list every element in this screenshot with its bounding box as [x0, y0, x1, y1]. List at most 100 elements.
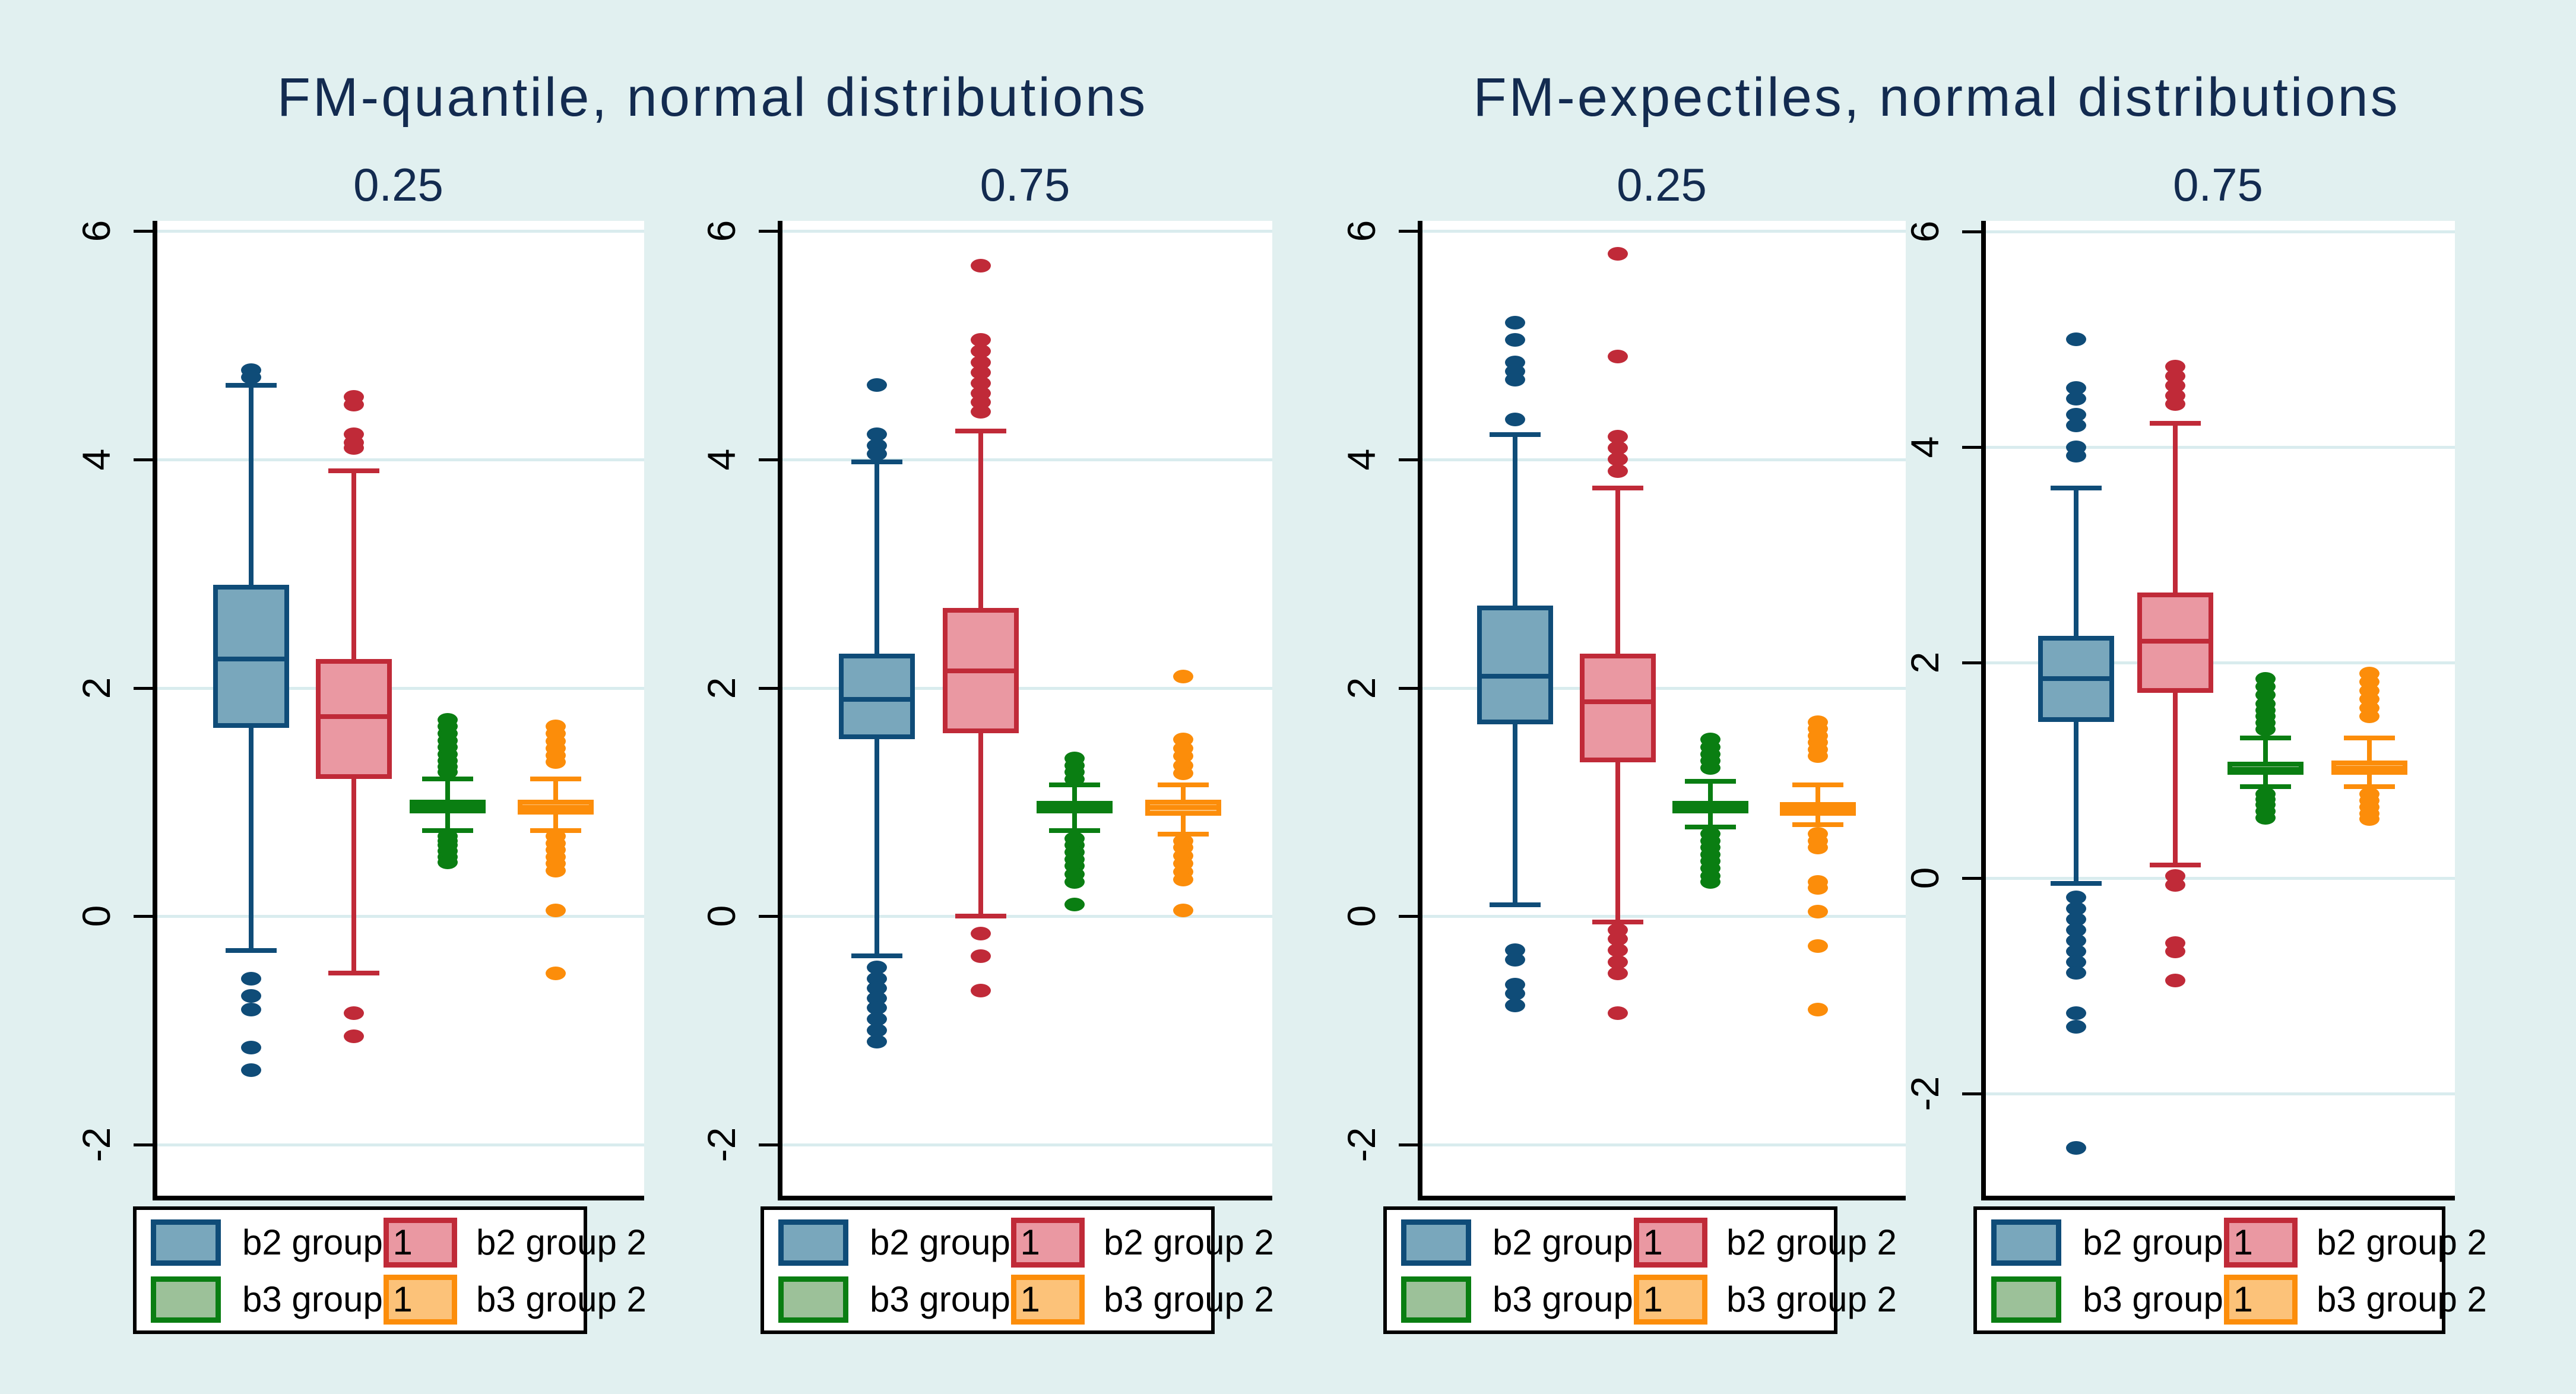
- y-tick: [759, 458, 778, 461]
- whisker-cap: [1792, 782, 1844, 787]
- outlier-point: [2065, 966, 2086, 980]
- legend-label: b3 group 2: [1726, 1279, 1897, 1319]
- median-line: [1477, 674, 1554, 679]
- outlier-point: [545, 966, 566, 980]
- outlier-point: [1808, 1003, 1829, 1017]
- gridline: [157, 686, 644, 690]
- outlier-point: [2065, 891, 2086, 905]
- outlier-point: [1700, 875, 1721, 889]
- median-line: [2227, 766, 2303, 772]
- legend-swatch-b2g1: [1991, 1219, 2061, 1266]
- y-tick: [1399, 1143, 1418, 1146]
- outlier-point: [2065, 419, 2086, 433]
- outlier-point: [1808, 841, 1829, 855]
- outlier-point: [2255, 671, 2276, 686]
- outlier-point: [1608, 955, 1628, 969]
- gridline: [1422, 1143, 1906, 1146]
- y-tick: [134, 458, 153, 461]
- box: [838, 653, 915, 740]
- gridline: [1422, 458, 1906, 461]
- gridline: [1422, 230, 1906, 233]
- legend-label: b2 group 2: [476, 1222, 647, 1262]
- y-tick: [1962, 230, 1981, 234]
- legend-label: b2 group 1: [242, 1222, 413, 1262]
- outlier-point: [1808, 880, 1829, 895]
- outlier-point: [1064, 875, 1085, 889]
- legend-swatch-b2g2: [1011, 1218, 1085, 1268]
- outlier-point: [545, 863, 566, 877]
- gridline: [1422, 686, 1906, 690]
- y-tick-label: 2: [1339, 677, 1383, 699]
- whisker-cap: [955, 914, 1006, 919]
- outlier-point: [1505, 987, 1526, 1001]
- y-tick-label: -2: [1339, 1127, 1383, 1162]
- outlier-point: [970, 332, 991, 347]
- legend: b2 group 1 b2 group 2 b3 group 1 b3 group 2: [1383, 1206, 1897, 1334]
- gridline: [782, 230, 1272, 233]
- y-tick: [1399, 458, 1418, 461]
- outlier-point: [1808, 939, 1829, 953]
- whisker-cap: [2239, 784, 2291, 789]
- legend-label: b2 group 2: [1104, 1222, 1274, 1262]
- outlier-point: [344, 441, 365, 455]
- gridline: [1986, 1092, 2455, 1096]
- panel-subtitle: 0.25: [1617, 159, 1707, 211]
- outlier-point: [1808, 715, 1829, 729]
- median-line: [517, 805, 594, 810]
- outlier-point: [2065, 923, 2086, 937]
- whisker-cap: [1048, 828, 1100, 833]
- whisker-cap: [1792, 822, 1844, 828]
- outlier-point: [866, 1012, 887, 1026]
- outlier-point: [545, 720, 566, 734]
- outlier-point: [1608, 932, 1628, 946]
- outlier-point: [970, 926, 991, 940]
- outlier-point: [1173, 873, 1194, 887]
- outlier-point: [1505, 372, 1526, 386]
- outlier-point: [1700, 732, 1721, 746]
- outlier-point: [2359, 666, 2380, 680]
- outlier-point: [2165, 945, 2186, 959]
- outlier-point: [2065, 381, 2086, 395]
- y-tick-label: 6: [1903, 220, 1947, 243]
- outlier-point: [1608, 441, 1628, 455]
- median-line: [1780, 806, 1856, 812]
- outlier-point: [1064, 898, 1085, 912]
- y-tick: [134, 230, 153, 233]
- outlier-point: [1608, 966, 1628, 980]
- outlier-point: [2065, 449, 2086, 463]
- median-line: [1672, 805, 1749, 810]
- median-line: [213, 657, 289, 662]
- legend-swatch-b3g2: [1634, 1275, 1707, 1325]
- outlier-point: [970, 258, 991, 273]
- outlier-point: [437, 856, 458, 870]
- legend: b2 group 1 b2 group 2 b3 group 1 b3 group 2: [133, 1206, 647, 1334]
- whisker-cap: [1158, 831, 1209, 837]
- outlier-point: [1608, 943, 1628, 958]
- outlier-point: [2065, 1006, 2086, 1020]
- y-tick: [134, 686, 153, 690]
- outlier-point: [344, 1006, 365, 1021]
- whisker-cap: [851, 459, 902, 464]
- y-tick-label: 0: [1339, 905, 1383, 927]
- outlier-point: [2255, 811, 2276, 825]
- outlier-point: [2165, 974, 2186, 988]
- gridline: [1986, 230, 2455, 234]
- y-tick-label: 2: [699, 677, 743, 699]
- whisker-cap: [328, 971, 380, 976]
- outlier-point: [2359, 812, 2380, 826]
- outlier-point: [2065, 955, 2086, 970]
- outlier-point: [2065, 934, 2086, 948]
- outlier-point: [1608, 452, 1628, 467]
- outlier-point: [240, 1063, 261, 1078]
- legend-label: b2 group 2: [1726, 1222, 1897, 1262]
- outlier-point: [1173, 904, 1194, 918]
- whisker-cap: [955, 428, 1006, 433]
- y-tick: [1962, 661, 1981, 665]
- whisker-cap: [1685, 825, 1737, 830]
- outlier-point: [1608, 429, 1628, 443]
- median-line: [1145, 805, 1222, 810]
- outlier-point: [1608, 247, 1628, 261]
- gridline: [157, 230, 644, 233]
- whisker-cap: [2150, 421, 2201, 426]
- legend-label: b3 group 1: [2083, 1279, 2253, 1319]
